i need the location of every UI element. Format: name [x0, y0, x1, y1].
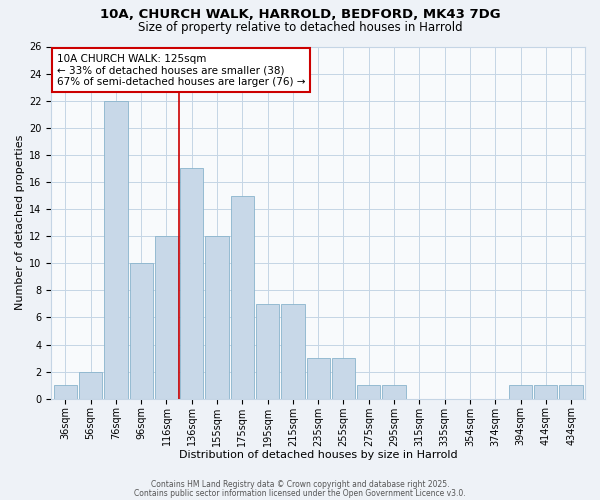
Bar	[155, 236, 178, 398]
Text: Size of property relative to detached houses in Harrold: Size of property relative to detached ho…	[137, 21, 463, 34]
Bar	[256, 304, 279, 398]
Text: 10A, CHURCH WALK, HARROLD, BEDFORD, MK43 7DG: 10A, CHURCH WALK, HARROLD, BEDFORD, MK43…	[100, 8, 500, 20]
Bar	[230, 196, 254, 398]
X-axis label: Distribution of detached houses by size in Harrold: Distribution of detached houses by size …	[179, 450, 458, 460]
Bar	[357, 385, 380, 398]
Bar	[382, 385, 406, 398]
Bar	[180, 168, 203, 398]
Bar	[332, 358, 355, 399]
Bar	[205, 236, 229, 398]
Bar	[104, 100, 128, 399]
Bar	[130, 263, 153, 398]
Y-axis label: Number of detached properties: Number of detached properties	[15, 135, 25, 310]
Text: Contains HM Land Registry data © Crown copyright and database right 2025.: Contains HM Land Registry data © Crown c…	[151, 480, 449, 489]
Bar	[79, 372, 102, 398]
Text: Contains public sector information licensed under the Open Government Licence v3: Contains public sector information licen…	[134, 488, 466, 498]
Bar	[53, 385, 77, 398]
Bar	[559, 385, 583, 398]
Bar	[281, 304, 305, 398]
Text: 10A CHURCH WALK: 125sqm
← 33% of detached houses are smaller (38)
67% of semi-de: 10A CHURCH WALK: 125sqm ← 33% of detache…	[57, 54, 305, 86]
Bar	[307, 358, 330, 399]
Bar	[509, 385, 532, 398]
Bar	[534, 385, 557, 398]
